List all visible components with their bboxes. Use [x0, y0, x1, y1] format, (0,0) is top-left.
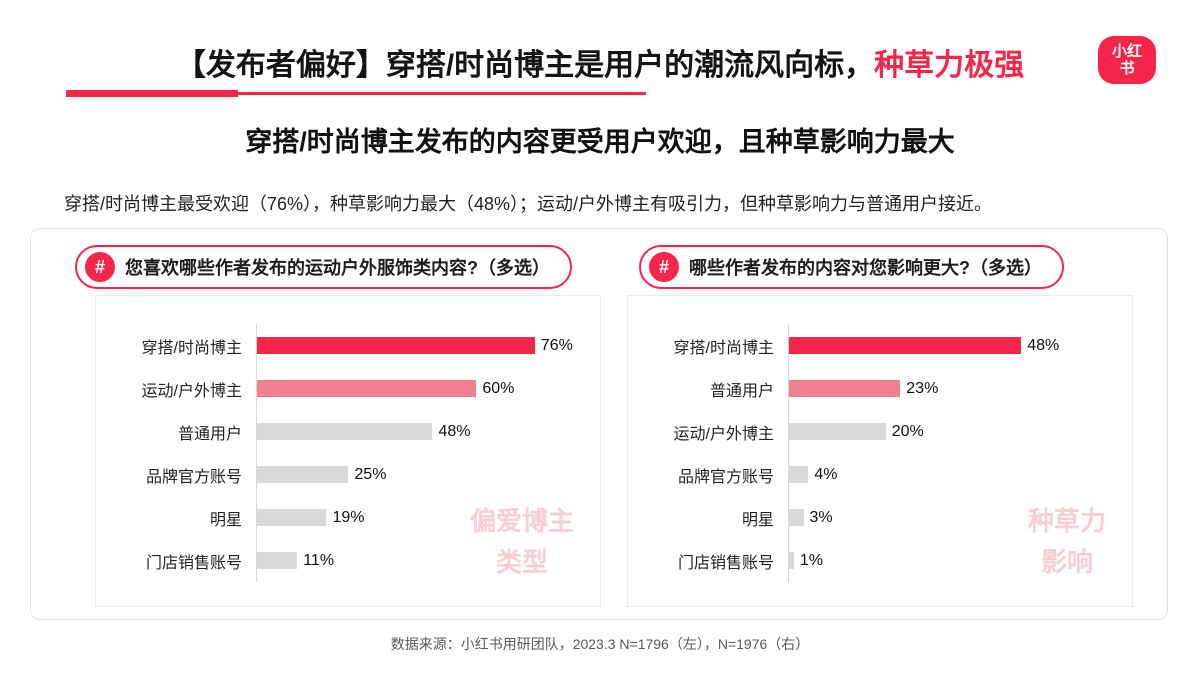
- bar-track: 20%: [788, 410, 1118, 453]
- bar-rows-left: 穿搭/时尚博主 76% 运动/户外博主 60% 普通用户 48% 品牌官方账号 25% 明星 19…: [96, 324, 586, 582]
- page-title: 【发布者偏好】穿搭/时尚博主是用户的潮流风向标，种草力极强: [0, 40, 1200, 84]
- charts-panel: # 您喜欢哪些作者发布的运动户外服饰类内容?（多选） # 哪些作者发布的内容对您…: [30, 228, 1168, 620]
- bar-track: 76%: [256, 324, 586, 367]
- bar: [257, 423, 433, 440]
- value-label: 1%: [799, 551, 823, 569]
- bar-track: 4%: [788, 453, 1118, 496]
- value-label: 60%: [482, 379, 515, 397]
- bar: [257, 552, 298, 569]
- value-label: 19%: [332, 508, 365, 526]
- title-underline: [66, 90, 646, 97]
- hash-icon: #: [649, 252, 679, 282]
- bar-track: 48%: [256, 410, 586, 453]
- bar-row: 穿搭/时尚博主 48%: [628, 324, 1118, 367]
- bar-track: 3%: [788, 496, 1118, 539]
- bar: [789, 380, 901, 397]
- bar-row: 明星 3%: [628, 496, 1118, 539]
- category-label: 普通用户: [177, 425, 242, 443]
- bar: [789, 552, 794, 569]
- bar: [257, 337, 535, 354]
- hash-icon: #: [85, 252, 115, 282]
- category-label: 品牌官方账号: [677, 468, 774, 486]
- bar: [789, 423, 886, 440]
- category-label: 普通用户: [709, 382, 774, 400]
- bar-rows-right: 穿搭/时尚博主 48% 普通用户 23% 运动/户外博主 20% 品牌官方账号 4% 明星 3% 门…: [628, 324, 1118, 582]
- value-label: 11%: [303, 551, 335, 569]
- bar: [257, 466, 349, 483]
- page-title-accent: 种草力极强: [874, 49, 1025, 82]
- bar-row: 门店销售账号 11%: [96, 539, 586, 582]
- subtitle: 穿搭/时尚博主发布的内容更受用户欢迎，且种草影响力最大: [245, 127, 955, 157]
- category-label: 门店销售账号: [677, 554, 774, 572]
- category-label: 运动/户外博主: [673, 425, 774, 443]
- category-label: 明星: [209, 511, 242, 529]
- value-label: 4%: [814, 465, 838, 483]
- bar: [789, 466, 809, 483]
- bar-chart-right: 穿搭/时尚博主 48% 普通用户 23% 运动/户外博主 20% 品牌官方账号 4% 明星 3% 门…: [627, 295, 1133, 607]
- question-text-right: 哪些作者发布的内容对您影响更大?（多选）: [689, 258, 1042, 278]
- bar-track: 25%: [256, 453, 586, 496]
- page-title-main: 【发布者偏好】穿搭/时尚博主是用户的潮流风向标，: [175, 49, 875, 82]
- bar-track: 11%: [256, 539, 586, 582]
- category-label: 门店销售账号: [145, 554, 242, 572]
- data-source-note: 数据来源：小红书用研团队，2023.3 N=1796（左），N=1976（右）: [390, 636, 810, 652]
- lead-paragraph: 穿搭/时尚博主最受欢迎（76%），种草影响力最大（48%）；运动/户外博主有吸引…: [64, 194, 993, 214]
- value-label: 23%: [906, 379, 939, 397]
- bar-track: 48%: [788, 324, 1118, 367]
- question-text-left: 您喜欢哪些作者发布的运动户外服饰类内容?（多选）: [125, 258, 550, 278]
- bar-row: 普通用户 48%: [96, 410, 586, 453]
- bar-row: 运动/户外博主 60%: [96, 367, 586, 410]
- bar: [789, 337, 1022, 354]
- bar-row: 明星 19%: [96, 496, 586, 539]
- question-pill-left: # 您喜欢哪些作者发布的运动户外服饰类内容?（多选）: [75, 245, 572, 289]
- value-label: 25%: [354, 465, 387, 483]
- value-label: 48%: [1027, 336, 1060, 354]
- category-label: 品牌官方账号: [145, 468, 242, 486]
- value-label: 48%: [438, 422, 471, 440]
- question-pill-right: # 哪些作者发布的内容对您影响更大?（多选）: [639, 245, 1064, 289]
- underline-thin-segment: [238, 92, 646, 95]
- bar-row: 运动/户外博主 20%: [628, 410, 1118, 453]
- bar-row: 穿搭/时尚博主 76%: [96, 324, 586, 367]
- logo-text: 小红书: [1111, 42, 1142, 77]
- bar-track: 19%: [256, 496, 586, 539]
- bar-row: 品牌官方账号 25%: [96, 453, 586, 496]
- category-label: 明星: [741, 511, 774, 529]
- bar-track: 23%: [788, 367, 1118, 410]
- bar: [257, 509, 327, 526]
- category-label: 穿搭/时尚博主: [673, 339, 774, 357]
- bar: [257, 380, 477, 397]
- value-label: 3%: [809, 508, 833, 526]
- value-label: 76%: [540, 336, 573, 354]
- bar-track: 1%: [788, 539, 1118, 582]
- bar: [789, 509, 804, 526]
- bar-row: 普通用户 23%: [628, 367, 1118, 410]
- bar-row: 门店销售账号 1%: [628, 539, 1118, 582]
- underline-thick-segment: [66, 90, 238, 97]
- bar-track: 60%: [256, 367, 586, 410]
- category-label: 穿搭/时尚博主: [141, 339, 242, 357]
- category-label: 运动/户外博主: [141, 382, 242, 400]
- bar-row: 品牌官方账号 4%: [628, 453, 1118, 496]
- xiaohongshu-logo: 小红书: [1098, 36, 1156, 84]
- bar-chart-left: 穿搭/时尚博主 76% 运动/户外博主 60% 普通用户 48% 品牌官方账号 25% 明星 19…: [95, 295, 601, 607]
- value-label: 20%: [891, 422, 924, 440]
